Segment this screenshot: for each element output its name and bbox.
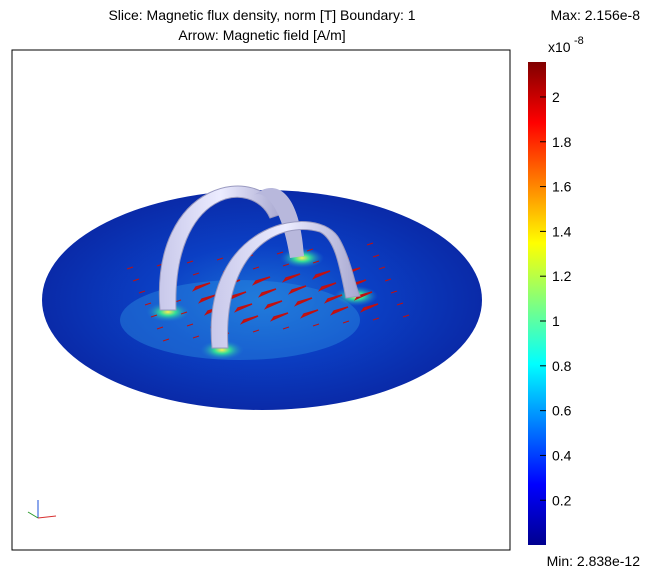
field-arrow: [144, 302, 152, 306]
field-arrow: [372, 254, 380, 258]
colorbar-tick-label: 1.6: [552, 179, 572, 195]
field-arrow: [150, 314, 158, 318]
arch: [210, 221, 361, 349]
title-line-1: Slice: Magnetic flux density, norm [T] B…: [108, 7, 415, 23]
arrow-field: [126, 242, 410, 342]
field-arrow: [372, 317, 380, 321]
colorbar-tick-label: 1.4: [552, 223, 572, 239]
colorbar-tick-label: 1: [552, 313, 560, 329]
field-arrow: [132, 278, 140, 282]
field-arrow: [282, 263, 290, 267]
field-arrow: [186, 260, 194, 264]
arch: [252, 187, 304, 258]
field-arrow: [252, 329, 260, 333]
title-line-2: Arrow: Magnetic field [A/m]: [178, 27, 345, 43]
field-arrow: [276, 251, 284, 255]
hot-spot: [146, 302, 190, 322]
hot-spot: [200, 340, 244, 360]
field-arrow: [306, 248, 314, 252]
field-arrow: [378, 266, 386, 270]
axis-triad: [27, 500, 57, 519]
field-arrow: [329, 306, 349, 316]
field-arrow: [342, 320, 350, 324]
field-arrow: [390, 290, 398, 294]
field-arrow: [191, 282, 211, 292]
field-arrow: [293, 297, 313, 307]
field-arrow: [216, 257, 224, 261]
field-arrow: [323, 294, 343, 304]
colorbar-tick-label: 0.2: [552, 492, 572, 508]
plot-frame: [11, 49, 511, 551]
field-arrow: [239, 315, 259, 325]
field-arrow: [252, 266, 260, 270]
field-arrow: [396, 302, 404, 306]
field-arrow: [287, 285, 307, 295]
field-arrow: [317, 282, 337, 292]
colorbar-tick-label: 0.8: [552, 358, 572, 374]
field-arrow: [359, 303, 379, 313]
field-arrow: [312, 323, 320, 327]
field-arrow: [233, 303, 253, 313]
field-arrow: [263, 300, 283, 310]
field-arrow: [197, 294, 217, 304]
colorbar: [528, 62, 546, 545]
min-label: Min: 2.838e-12: [547, 553, 641, 569]
disk: [42, 190, 482, 410]
field-arrow: [353, 291, 373, 301]
colorbar-axis: 0.2 0.4 0.6 0.8 1 1.2 1.4 1.6 1.8 2: [540, 89, 572, 508]
field-arrow: [282, 326, 290, 330]
field-arrow: [156, 326, 164, 330]
field-arrow: [366, 242, 374, 246]
field-arrow: [186, 323, 194, 327]
field-arrow: [180, 311, 188, 315]
colorbar-tick-label: 1.8: [552, 134, 572, 150]
field-arrow: [138, 290, 146, 294]
field-arrow: [402, 314, 410, 318]
scene: [27, 185, 482, 519]
field-arrow: [281, 273, 301, 283]
field-arrow: [311, 270, 331, 280]
field-arrow: [251, 276, 271, 286]
field-arrow: [299, 309, 319, 319]
field-arrow: [192, 335, 200, 339]
max-label: Max: 2.156e-8: [551, 7, 641, 23]
colorbar-tick-label: 0.4: [552, 447, 572, 463]
field-arrow: [126, 266, 134, 270]
field-arrow: [162, 338, 170, 342]
colorbar-tick-label: 0.6: [552, 403, 572, 419]
field-arrow: [312, 260, 320, 264]
field-arrow: [192, 272, 200, 276]
field-arrow: [384, 278, 392, 282]
colorbar-exponent: -8: [574, 35, 584, 47]
field-arrow: [257, 288, 277, 298]
colorbar-tick-label: 1.2: [552, 268, 572, 284]
colorbar-tick-label: 2: [552, 89, 560, 105]
field-arrow: [269, 312, 289, 322]
colorbar-exponent-base: x10: [548, 39, 571, 55]
